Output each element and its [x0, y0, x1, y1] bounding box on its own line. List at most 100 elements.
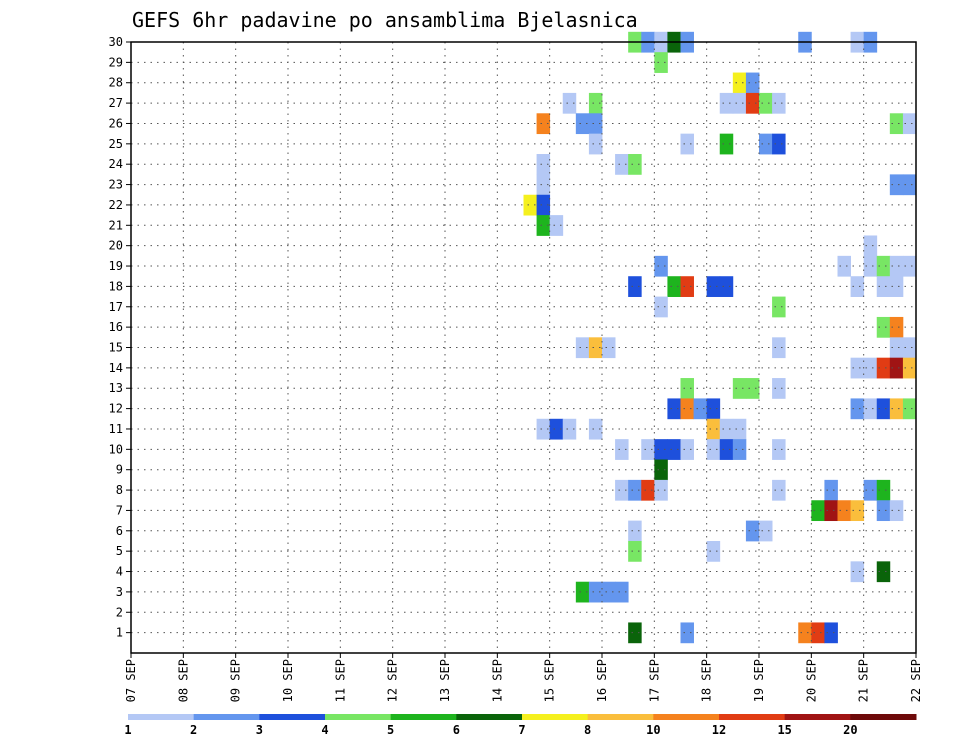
colorbar-swatch: [719, 714, 786, 720]
colorbar-swatch: [259, 714, 326, 720]
data-cell: [837, 500, 851, 522]
data-cell: [772, 92, 786, 114]
data-cell: [811, 500, 825, 522]
colorbar-swatch: [587, 714, 654, 720]
y-tick-label: 28: [109, 76, 123, 90]
data-cell: [902, 255, 917, 277]
data-cell: [745, 378, 760, 399]
data-cell: [575, 337, 590, 359]
y-tick-label: 5: [116, 544, 123, 558]
data-cell: [588, 581, 603, 603]
data-cell: [772, 439, 786, 460]
data-cell: [745, 520, 760, 542]
data-cell: [667, 439, 681, 460]
y-tick-label: 13: [109, 381, 123, 395]
data-cell: [615, 479, 629, 501]
data-cell: [588, 418, 603, 440]
y-tick-label: 11: [109, 422, 123, 436]
data-cell: [654, 255, 668, 277]
y-tick-label: 7: [116, 503, 123, 517]
y-tick-label: 17: [109, 300, 123, 314]
data-cell: [889, 316, 904, 338]
y-tick-label: 1: [116, 626, 123, 640]
data-cell: [549, 215, 564, 236]
y-tick-label: 12: [109, 402, 123, 416]
data-cell: [732, 92, 747, 114]
data-cells: [523, 31, 917, 644]
colorbar-swatch: [850, 714, 917, 720]
x-tick-label: 11 SEP: [333, 659, 347, 702]
data-cell: [706, 398, 721, 420]
data-cell: [824, 479, 838, 501]
y-tick-label: 16: [109, 320, 123, 334]
x-tick-label: 08 SEP: [176, 659, 190, 702]
colorbar-swatch: [390, 714, 457, 720]
data-cell: [562, 418, 577, 440]
data-cell: [850, 357, 865, 379]
colorbar-legend: 1 2 3 4 5 6 7 8 10 12 15 20: [124, 714, 917, 737]
data-cell: [902, 398, 917, 420]
data-cell: [628, 276, 642, 297]
data-cell: [575, 113, 590, 135]
data-cell: [536, 174, 551, 196]
data-cell: [680, 276, 694, 297]
data-cell: [889, 113, 904, 135]
y-tick-label: 26: [109, 116, 123, 130]
y-tick-label: 27: [109, 96, 123, 110]
data-cell: [641, 439, 655, 460]
data-cell: [667, 276, 681, 297]
colorbar-swatch: [784, 714, 851, 720]
data-cell: [850, 398, 865, 420]
colorbar-tick-label: 8: [584, 723, 591, 737]
x-tick-label: 15 SEP: [543, 659, 557, 702]
y-axis: 1234567891011121314151617181920212223242…: [109, 35, 131, 640]
data-cell: [811, 622, 825, 644]
y-tick-label: 20: [109, 239, 123, 253]
data-cell: [549, 418, 564, 440]
data-cell: [602, 337, 616, 359]
data-cell: [876, 357, 891, 379]
data-cell: [654, 52, 668, 73]
colorbar-swatch: [522, 714, 589, 720]
data-cell: [628, 520, 642, 542]
data-cell: [693, 398, 708, 420]
data-cell: [588, 337, 603, 359]
data-cell: [615, 439, 629, 460]
colorbar-tick-label: 15: [777, 723, 791, 737]
y-tick-label: 29: [109, 55, 123, 69]
y-tick-label: 3: [116, 585, 123, 599]
y-tick-label: 9: [116, 463, 123, 477]
colorbar-swatch: [653, 714, 720, 720]
data-cell: [628, 540, 642, 562]
x-tick-label: 07 SEP: [124, 659, 138, 702]
data-cell: [837, 255, 851, 277]
data-cell: [654, 479, 668, 501]
data-cell: [850, 561, 865, 583]
data-cell: [863, 235, 878, 257]
x-tick-label: 10 SEP: [281, 659, 295, 702]
data-cell: [706, 439, 721, 460]
data-cell: [889, 337, 904, 359]
x-tick-label: 16 SEP: [595, 659, 609, 702]
y-tick-label: 24: [109, 157, 123, 171]
y-tick-label: 15: [109, 341, 123, 355]
y-tick-label: 23: [109, 178, 123, 192]
data-cell: [615, 154, 629, 175]
y-tick-label: 30: [109, 35, 123, 49]
x-tick-label: 18 SEP: [700, 659, 714, 702]
data-cell: [680, 378, 694, 399]
data-cell: [745, 72, 760, 94]
data-cell: [759, 92, 773, 114]
data-cell: [654, 296, 668, 318]
data-cell: [680, 133, 694, 155]
y-tick-label: 8: [116, 483, 123, 497]
data-cell: [536, 113, 551, 135]
data-cell: [876, 398, 891, 420]
data-cell: [850, 276, 865, 297]
data-cell: [732, 378, 747, 399]
data-cell: [863, 479, 878, 501]
y-tick-label: 21: [109, 218, 123, 232]
colorbar-tick-label: 5: [387, 723, 394, 737]
data-cell: [889, 255, 904, 277]
data-cell: [889, 398, 904, 420]
